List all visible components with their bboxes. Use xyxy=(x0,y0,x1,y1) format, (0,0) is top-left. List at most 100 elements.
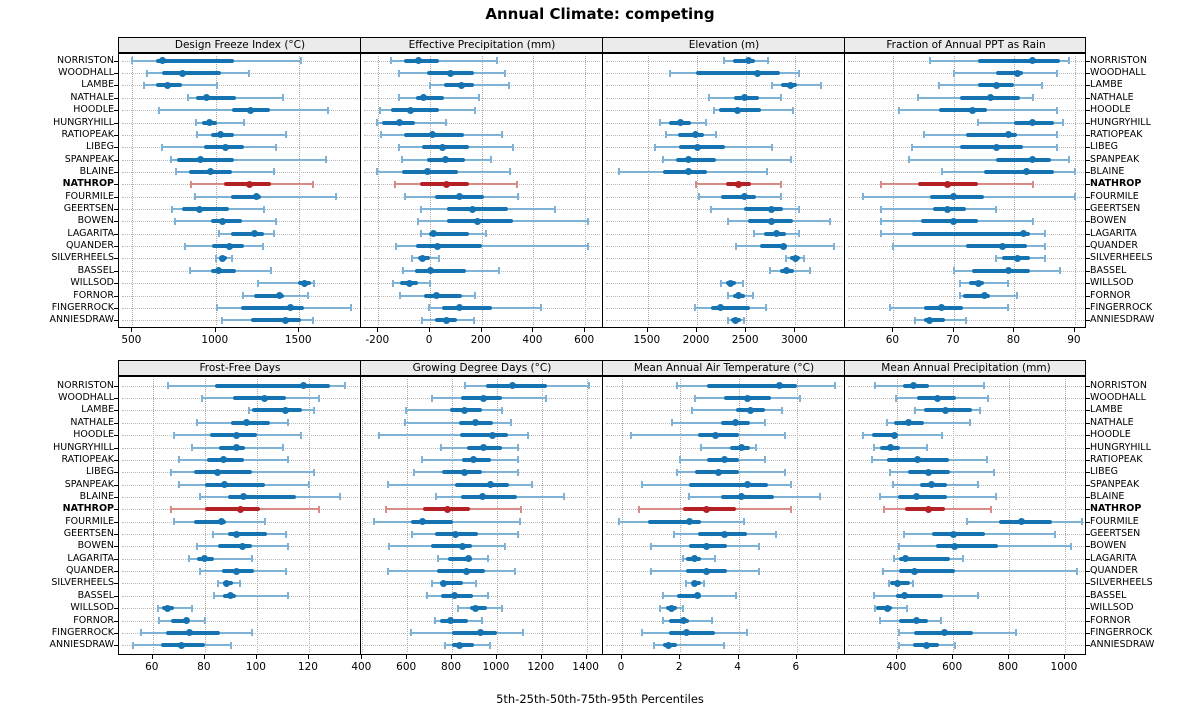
row-bassel-design-freeze-index-c-cap-low xyxy=(188,267,191,275)
row-nathale-mean-annual-precipitation-mm-whisker xyxy=(886,421,970,424)
row-hungryhill-effective-precipitation-mm-cap-high xyxy=(444,119,447,127)
row-tick-left xyxy=(114,320,118,322)
row-ratiopeak-design-freeze-index-c-cap-high xyxy=(284,131,287,139)
row-lagarita-elevation-m-cap-high xyxy=(798,230,801,238)
row-ratiopeak-effective-precipitation-mm-median-dot xyxy=(429,131,437,139)
row-geertsen-mean-annual-precipitation-mm-iqr-bar xyxy=(932,532,986,537)
axis-tick xyxy=(214,328,216,332)
row-fourmile-design-freeze-index-c-median-dot xyxy=(253,193,261,201)
row-fingerrock-mean-annual-air-temperature-c-cap-low xyxy=(641,629,644,637)
row-nathrop-mean-annual-precipitation-mm-iqr-bar xyxy=(905,507,946,512)
row-bassel-effective-precipitation-mm-cap-low xyxy=(401,267,404,275)
row-woodhall-elevation-m-cap-low xyxy=(669,69,672,77)
row-woodhall-mean-annual-precipitation-mm-median-dot xyxy=(933,394,941,402)
axis-tick-label-effective-precipitation-mm: 0 xyxy=(425,334,433,346)
row-tick-right xyxy=(1086,196,1090,198)
row-anniesdraw-mean-annual-air-temperature-c-cap-high xyxy=(723,641,725,649)
row-lagarita-frost-free-days-median-dot xyxy=(201,555,209,563)
gridline-horizontal xyxy=(364,320,600,322)
row-geertsen-growing-degree-days-c-median-dot xyxy=(452,530,460,538)
row-silverheels-mean-annual-air-temperature-c-median-dot xyxy=(691,579,699,587)
row-quander-mean-annual-air-temperature-c-cap-low xyxy=(650,567,653,575)
row-hungryhill-frost-free-days-median-dot xyxy=(232,444,240,452)
row-geertsen-effective-precipitation-mm-cap-low xyxy=(419,205,422,213)
row-silverheels-mean-annual-precipitation-mm-cap-low xyxy=(887,579,890,587)
gridline-vertical xyxy=(953,56,955,325)
axis-tick xyxy=(495,655,497,659)
row-fornor-mean-annual-air-temperature-c-cap-high xyxy=(711,617,714,625)
row-tick-left xyxy=(114,307,118,309)
row-nathale-effective-precipitation-mm-median-dot xyxy=(420,94,428,102)
row-tick-left xyxy=(114,620,118,622)
row-nathale-mean-annual-air-temperature-c-cap-low xyxy=(670,419,673,427)
site-label-right-nathrop: NATHROP xyxy=(1090,503,1142,515)
row-hungryhill-mean-annual-precipitation-mm-cap-low xyxy=(873,444,876,452)
row-fingerrock-fraction-of-annual-ppt-as-rain-cap-high xyxy=(1007,304,1010,312)
row-anniesdraw-fraction-of-annual-ppt-as-rain-median-dot xyxy=(926,316,934,324)
row-tick-left xyxy=(114,534,118,536)
site-label-right-blaine: BLAINE xyxy=(1090,165,1125,177)
row-bowen-growing-degree-days-c-iqr-bar xyxy=(430,544,473,549)
row-bowen-effective-precipitation-mm-cap-high xyxy=(586,217,589,225)
row-nathrop-growing-degree-days-c-cap-low xyxy=(384,505,387,513)
site-label-left-bowen: BOWEN xyxy=(77,540,114,552)
row-willsod-design-freeze-index-c-cap-high xyxy=(313,279,316,287)
row-nathrop-mean-annual-air-temperature-c-cap-low xyxy=(638,505,641,513)
row-quander-growing-degree-days-c-cap-low xyxy=(387,567,390,575)
row-hungryhill-mean-annual-air-temperature-c-median-dot xyxy=(737,444,745,452)
strip-divider xyxy=(360,38,361,52)
row-tick-left xyxy=(114,85,118,87)
row-woodhall-frost-free-days-cap-high xyxy=(318,394,321,402)
row-tick-left xyxy=(114,447,118,449)
axis-tick xyxy=(1013,328,1015,332)
row-norriston-frost-free-days-median-dot xyxy=(300,382,308,390)
row-norriston-effective-precipitation-mm-whisker xyxy=(391,59,498,62)
row-ratiopeak-elevation-m-iqr-bar xyxy=(677,132,705,137)
row-quander-mean-annual-precipitation-mm-cap-low xyxy=(882,567,885,575)
row-nathrop-frost-free-days-median-dot xyxy=(236,505,244,513)
row-fornor-frost-free-days-cap-low xyxy=(158,617,161,625)
axis-tick xyxy=(255,655,257,659)
row-bowen-frost-free-days-cap-high xyxy=(287,542,290,550)
row-lagarita-design-freeze-index-c-median-dot xyxy=(250,230,258,238)
row-fingerrock-effective-precipitation-mm-cap-high xyxy=(540,304,543,312)
row-anniesdraw-mean-annual-air-temperature-c-median-dot xyxy=(665,641,673,649)
row-fourmile-frost-free-days-cap-high xyxy=(263,518,266,526)
row-willsod-frost-free-days-median-dot xyxy=(163,604,171,612)
row-hungryhill-mean-annual-precipitation-mm-cap-high xyxy=(925,444,928,452)
row-fourmile-frost-free-days-iqr-bar xyxy=(194,519,226,524)
row-blaine-mean-annual-precipitation-mm-cap-low xyxy=(878,493,881,501)
row-blaine-effective-precipitation-mm-cap-low xyxy=(376,168,379,176)
row-bassel-effective-precipitation-mm-median-dot xyxy=(426,267,434,275)
row-lambe-growing-degree-days-c-median-dot xyxy=(461,406,469,414)
axis-tick-label-growing-degree-days-c: 1000 xyxy=(482,661,510,673)
panel-divider xyxy=(602,377,603,654)
row-geertsen-design-freeze-index-c-cap-high xyxy=(263,205,266,213)
row-fornor-design-freeze-index-c-iqr-bar xyxy=(254,293,285,298)
site-label-left-ratiopeak: RATIOPEAK xyxy=(61,453,114,465)
site-label-left-blaine: BLAINE xyxy=(79,490,114,502)
row-bowen-frost-free-days-cap-low xyxy=(196,542,199,550)
row-geertsen-fraction-of-annual-ppt-as-rain-cap-high xyxy=(995,205,998,213)
site-label-left-fingerrock: FINGERROCK xyxy=(51,301,114,313)
strip-divider xyxy=(360,361,361,375)
row-nathale-growing-degree-days-c-cap-low xyxy=(403,419,406,427)
row-silverheels-design-freeze-index-c-cap-low xyxy=(214,254,217,262)
row-ratiopeak-growing-degree-days-c-median-dot xyxy=(469,456,477,464)
percentiles-caption: 5th-25th-50th-75th-95th Percentiles xyxy=(496,692,704,706)
row-bassel-fraction-of-annual-ppt-as-rain-cap-high xyxy=(1058,267,1061,275)
row-willsod-mean-annual-air-temperature-c-cap-low xyxy=(658,604,661,612)
row-lambe-effective-precipitation-mm-median-dot xyxy=(457,81,465,89)
row-hungryhill-frost-free-days-cap-high xyxy=(281,444,284,452)
gridline-vertical xyxy=(481,56,483,325)
row-blaine-mean-annual-air-temperature-c-median-dot xyxy=(737,493,745,501)
row-willsod-growing-degree-days-c-median-dot xyxy=(472,604,480,612)
site-label-right-libeg: LIBEG xyxy=(1090,466,1118,478)
row-tick-right xyxy=(1086,110,1090,112)
site-label-right-quander: QUANDER xyxy=(1090,240,1138,252)
row-geertsen-frost-free-days-cap-low xyxy=(211,530,214,538)
gridline-vertical xyxy=(796,379,798,652)
row-geertsen-mean-annual-air-temperature-c-median-dot xyxy=(720,530,728,538)
row-hoodle-fraction-of-annual-ppt-as-rain-iqr-bar xyxy=(938,108,988,113)
row-bowen-mean-annual-air-temperature-c-cap-low xyxy=(650,542,653,550)
